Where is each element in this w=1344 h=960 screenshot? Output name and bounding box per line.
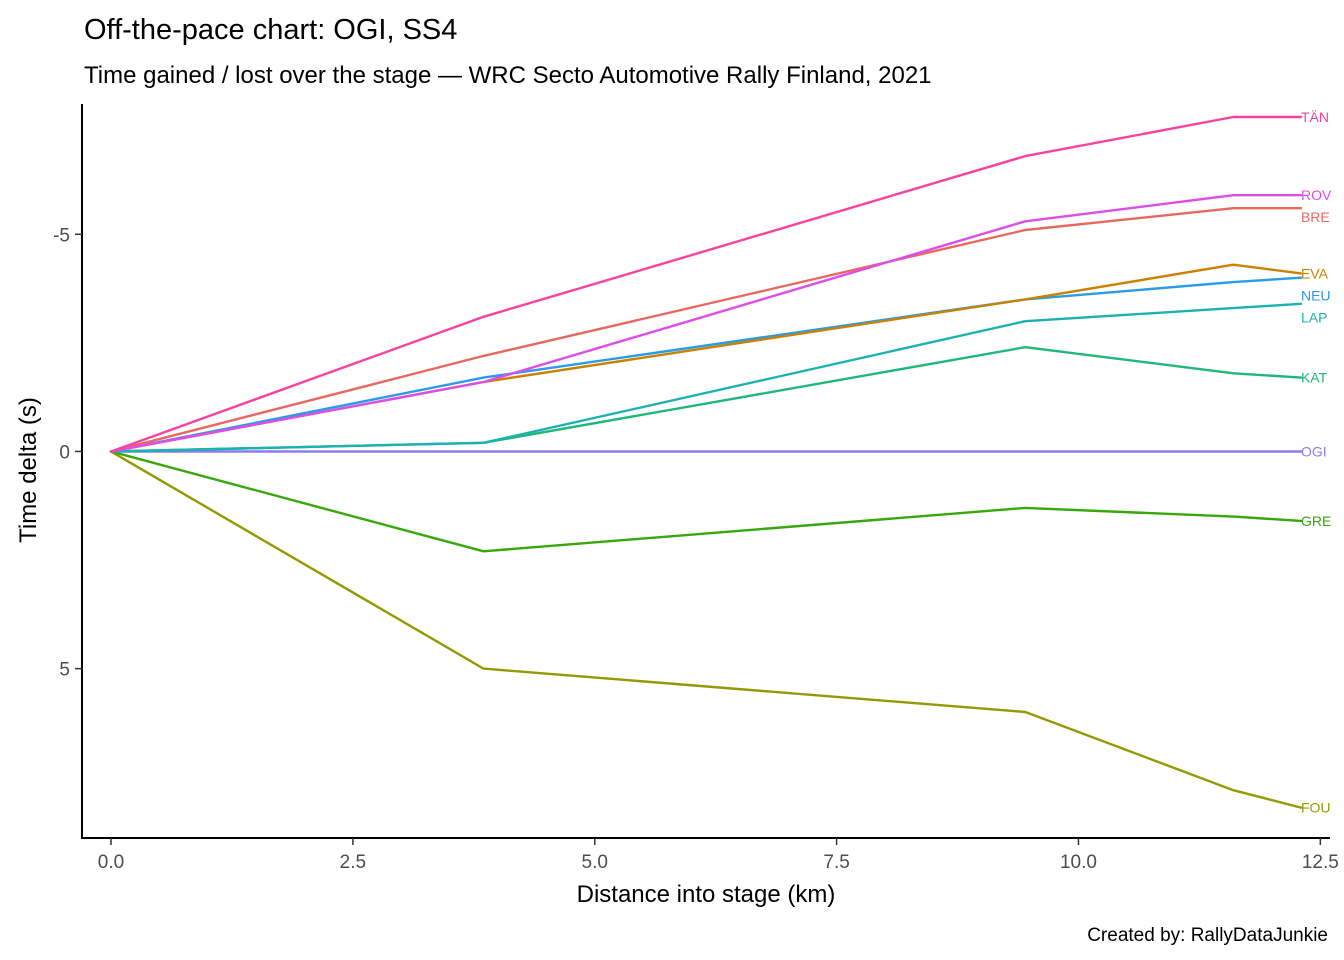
series-label-tän: TÄN	[1301, 109, 1329, 125]
series-line-fou	[109, 450, 1303, 809]
x-tick-label: 5.0	[582, 852, 608, 873]
series-label-fou: FOU	[1301, 800, 1331, 816]
chart-title: Off-the-pace chart: OGI, SS4	[84, 14, 457, 46]
series-line-kat	[109, 346, 1303, 453]
series-label-rov: ROV	[1301, 187, 1332, 203]
x-tick-label: 2.5	[340, 852, 366, 873]
series-line-gre	[109, 450, 1303, 553]
y-axis-title: Time delta (s)	[15, 397, 42, 543]
y-axis-ticks: -5 0 5	[53, 225, 82, 681]
series-line-eva	[109, 263, 1303, 453]
series-label-lap: LAP	[1301, 309, 1327, 325]
plot-area: TÄN ROV BRE EVA NEU LAP KAT OGI GRE FOU	[109, 109, 1332, 816]
x-tick-label: 12.5	[1302, 852, 1339, 873]
x-tick-label: 10.0	[1060, 852, 1097, 873]
series-label-eva: EVA	[1301, 265, 1329, 281]
series-label-gre: GRE	[1301, 513, 1331, 529]
chart-caption: Created by: RallyDataJunkie	[1087, 925, 1328, 946]
series-line-rov	[109, 193, 1303, 453]
series-label-bre: BRE	[1301, 209, 1330, 225]
series-label-ogi: OGI	[1301, 443, 1327, 459]
y-tick-label: 0	[59, 442, 70, 463]
series-line-tän	[109, 115, 1303, 453]
x-axis-ticks: 0.0 2.5 5.0 7.5 10.0 12.5	[98, 838, 1339, 873]
x-tick-label: 0.0	[98, 852, 124, 873]
x-tick-label: 7.5	[823, 852, 849, 873]
series-labels: TÄN ROV BRE EVA NEU LAP KAT OGI GRE FOU	[1301, 109, 1332, 816]
y-tick-label: 5	[59, 660, 70, 681]
chart-subtitle: Time gained / lost over the stage — WRC …	[84, 62, 932, 89]
series-line-bre	[109, 206, 1303, 453]
y-tick-label: -5	[53, 225, 70, 246]
series-label-neu: NEU	[1301, 287, 1331, 303]
series-line-lap	[109, 302, 1303, 453]
x-axis-title: Distance into stage (km)	[577, 881, 836, 908]
series-lines	[109, 115, 1303, 809]
series-label-kat: KAT	[1301, 370, 1328, 386]
